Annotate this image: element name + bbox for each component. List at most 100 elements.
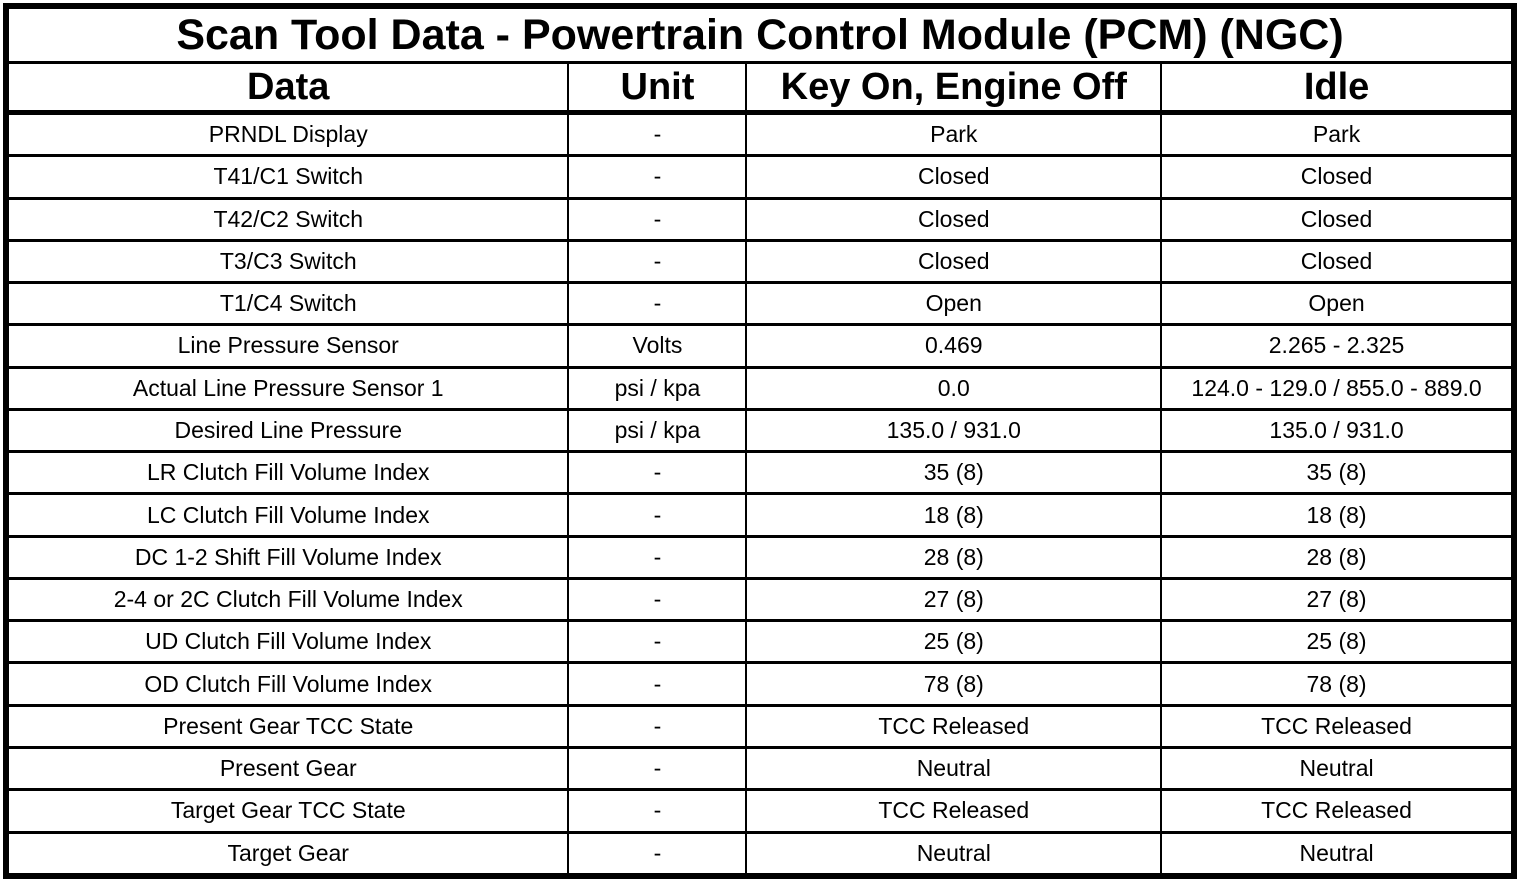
table-cell: - bbox=[567, 745, 748, 792]
table-cell: Neutral bbox=[1160, 830, 1515, 878]
table-row: LR Clutch Fill Volume Index -35 (8) 35 (8) bbox=[4, 450, 1515, 496]
table-cell: Desired Line Pressure bbox=[4, 407, 570, 454]
table-cell: Closed bbox=[745, 238, 1163, 285]
table-row: Desired Line Pressure psi / kpa 135.0 / 93… bbox=[4, 407, 1515, 454]
table-cell: 124.0 - 129.0 / 855.0 - 889.0 bbox=[1160, 365, 1515, 411]
table-cell: 2.265 - 2.325 bbox=[1160, 323, 1515, 369]
table-cell: - bbox=[567, 788, 748, 834]
scan-tool-data-table: Scan Tool Data - Powertrain Control Modu… bbox=[3, 3, 1517, 879]
table-row: Actual Line Pressure Sensor 1 psi / kpa 0.… bbox=[4, 365, 1515, 411]
table-cell: Present Gear bbox=[4, 745, 570, 792]
table-cell: DC 1-2 Shift Fill Volume Index bbox=[4, 534, 570, 580]
table-cell: - bbox=[567, 196, 748, 242]
table-cell: LC Clutch Fill Volume Index bbox=[4, 492, 570, 538]
table-cell: Open bbox=[1160, 281, 1515, 327]
table-cell: 35 (8) bbox=[1160, 450, 1515, 496]
table-cell: - bbox=[567, 576, 748, 623]
table-cell: T42/C2 Switch bbox=[4, 196, 570, 242]
table-cell: Line Pressure Sensor bbox=[4, 323, 570, 369]
table-cell: - bbox=[567, 534, 748, 580]
table-row: Target Gear TCC State - TCC Released TCC Re… bbox=[4, 788, 1515, 834]
table-cell: TCC Released bbox=[1160, 788, 1515, 834]
table-cell: Present Gear TCC State bbox=[4, 703, 570, 750]
column-header-idle: Idle bbox=[1160, 61, 1515, 115]
table-cell: T3/C3 Switch bbox=[4, 238, 570, 285]
table-cell: 135.0 / 931.0 bbox=[1160, 407, 1515, 454]
table-row: PRNDL Display - Park Park bbox=[4, 110, 1515, 158]
table-row: LC Clutch Fill Volume Index -18 (8) 18 (8) bbox=[4, 492, 1515, 538]
title-row: Scan Tool Data - Powertrain Control Modu… bbox=[5, 4, 1515, 64]
table-row: T3/C3 Switch - Closed Closed bbox=[4, 238, 1515, 285]
table-row: Line Pressure Sensor Volts 0.469 2.265 - 2.… bbox=[4, 323, 1515, 369]
table-row: T41/C1 Switch - Closed Closed bbox=[4, 154, 1515, 200]
table-cell: TCC Released bbox=[745, 703, 1163, 750]
table-cell: Closed bbox=[745, 154, 1163, 200]
table-cell: PRNDL Display bbox=[4, 110, 570, 158]
table-cell: Neutral bbox=[1160, 745, 1515, 792]
table-cell: - bbox=[567, 110, 748, 158]
table-row: Target Gear - Neutral Neutral bbox=[4, 830, 1515, 878]
table-cell: Neutral bbox=[745, 830, 1163, 878]
table-cell: 0.469 bbox=[745, 323, 1163, 369]
table-cell: 2-4 or 2C Clutch Fill Volume Index bbox=[4, 576, 570, 623]
table-cell: Closed bbox=[1160, 154, 1515, 200]
table-row: Present Gear TCC State - TCC Released TCC R… bbox=[4, 703, 1515, 750]
table-cell: 27 (8) bbox=[745, 576, 1163, 623]
table-cell: - bbox=[567, 703, 748, 750]
table-body: PRNDL Display - Park Park T41/C1 Switch - Clos… bbox=[4, 110, 1515, 878]
table-cell: - bbox=[567, 450, 748, 496]
table-cell: T41/C1 Switch bbox=[4, 154, 570, 200]
table-cell: Volts bbox=[567, 323, 748, 369]
table-cell: psi / kpa bbox=[567, 407, 748, 454]
table-cell: psi / kpa bbox=[567, 365, 748, 411]
header-row: Data Unit Key On, Engine Off Idle bbox=[4, 61, 1515, 115]
table-cell: Actual Line Pressure Sensor 1 bbox=[4, 365, 570, 411]
column-header-key-on-engine-off: Key On, Engine Off bbox=[745, 61, 1163, 115]
table-cell: 18 (8) bbox=[745, 492, 1163, 538]
table-cell: 135.0 / 931.0 bbox=[745, 407, 1163, 454]
table-cell: Closed bbox=[745, 196, 1163, 242]
table-cell: - bbox=[567, 661, 748, 707]
table-cell: 25 (8) bbox=[1160, 619, 1515, 665]
table-cell: Open bbox=[745, 281, 1163, 327]
table-cell: - bbox=[567, 281, 748, 327]
table-cell: 25 (8) bbox=[745, 619, 1163, 665]
table-cell: UD Clutch Fill Volume Index bbox=[4, 619, 570, 665]
table-cell: Neutral bbox=[745, 745, 1163, 792]
table-row: DC 1-2 Shift Fill Volume Index -28 (8) 28 … bbox=[4, 534, 1515, 580]
table-cell: TCC Released bbox=[745, 788, 1163, 834]
table-cell: - bbox=[567, 238, 748, 285]
column-header-data: Data bbox=[4, 61, 570, 115]
table-cell: 0.0 bbox=[745, 365, 1163, 411]
table-row: OD Clutch Fill Volume Index -78 (8) 78 (8) bbox=[4, 661, 1515, 707]
table-cell: OD Clutch Fill Volume Index bbox=[4, 661, 570, 707]
table-cell: LR Clutch Fill Volume Index bbox=[4, 450, 570, 496]
table-row: 2-4 or 2C Clutch Fill Volume Index -27 (8… bbox=[4, 576, 1515, 623]
table-cell: 27 (8) bbox=[1160, 576, 1515, 623]
column-header-unit: Unit bbox=[567, 61, 748, 115]
table-cell: TCC Released bbox=[1160, 703, 1515, 750]
table-cell: 35 (8) bbox=[745, 450, 1163, 496]
table-cell: T1/C4 Switch bbox=[4, 281, 570, 327]
table-cell: Target Gear bbox=[4, 830, 570, 878]
table-cell: - bbox=[567, 830, 748, 878]
table-cell: - bbox=[567, 154, 748, 200]
table-cell: 28 (8) bbox=[1160, 534, 1515, 580]
table-cell: Park bbox=[1160, 110, 1515, 158]
table-row: T42/C2 Switch - Closed Closed bbox=[4, 196, 1515, 242]
table-cell: - bbox=[567, 619, 748, 665]
table-row: T1/C4 Switch - Open Open bbox=[4, 281, 1515, 327]
table-cell: 28 (8) bbox=[745, 534, 1163, 580]
table-cell: Closed bbox=[1160, 196, 1515, 242]
table-row: UD Clutch Fill Volume Index -25 (8) 25 (8) bbox=[4, 619, 1515, 665]
table-cell: 18 (8) bbox=[1160, 492, 1515, 538]
table-cell: 78 (8) bbox=[1160, 661, 1515, 707]
table-cell: 78 (8) bbox=[745, 661, 1163, 707]
page-title: Scan Tool Data - Powertrain Control Modu… bbox=[5, 4, 1515, 64]
table-cell: Closed bbox=[1160, 238, 1515, 285]
table-cell: - bbox=[567, 492, 748, 538]
table-row: Present Gear - Neutral Neutral bbox=[4, 745, 1515, 792]
table-cell: Target Gear TCC State bbox=[4, 788, 570, 834]
table-cell: Park bbox=[745, 110, 1163, 158]
